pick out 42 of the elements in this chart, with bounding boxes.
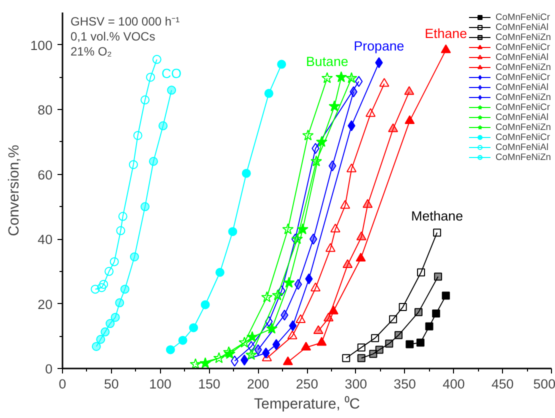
legend-label: CoMnFeNiCr bbox=[496, 72, 550, 82]
y-axis-title: Conversion,% bbox=[6, 144, 22, 236]
legend-label: CoMnFeNiCr bbox=[496, 132, 550, 142]
legend-label: CoMnFeNiCr bbox=[496, 102, 550, 112]
legend-label: CoMnFeNiZn bbox=[496, 152, 551, 162]
legend-label: CoMnFeNiCr bbox=[496, 42, 550, 52]
annotation: 21% O₂ bbox=[70, 44, 112, 58]
x-tick-label: 150 bbox=[198, 376, 220, 392]
legend-label: CoMnFeNiZn bbox=[496, 92, 551, 102]
x-tick-label: 200 bbox=[246, 376, 270, 392]
annotation: CO bbox=[162, 66, 182, 82]
x-axis-title: Temperature, ⁰C bbox=[254, 396, 360, 412]
annotation: GHSV = 100 000 h⁻¹ bbox=[70, 14, 180, 28]
annotation: Methane bbox=[411, 208, 464, 224]
x-tick-label: 400 bbox=[442, 376, 465, 392]
legend-label: CoMnFeNiAl bbox=[496, 112, 548, 122]
legend-label: CoMnFeNiAl bbox=[496, 142, 548, 152]
x-tick-label: 300 bbox=[344, 376, 368, 392]
legend-label: CoMnFeNiCr bbox=[496, 12, 550, 22]
annotation: Ethane bbox=[424, 26, 468, 42]
legend-label: CoMnFeNiAl bbox=[496, 82, 548, 92]
y-tick-label: 100 bbox=[30, 38, 53, 53]
annotation: Propane bbox=[354, 38, 404, 54]
y-tick-label: 60 bbox=[38, 167, 53, 182]
x-tick-label: 350 bbox=[394, 376, 416, 392]
y-tick-label: 80 bbox=[38, 102, 53, 118]
x-tick-label: 250 bbox=[296, 376, 318, 392]
annotation: Butane bbox=[306, 54, 348, 70]
x-tick-label: 0 bbox=[58, 376, 66, 392]
y-tick-label: 0 bbox=[45, 362, 53, 376]
x-tick-label: 100 bbox=[149, 376, 172, 392]
legend-label: CoMnFeNiZn bbox=[496, 122, 551, 132]
legend-label: CoMnFeNiAl bbox=[496, 22, 548, 32]
x-tick-label: 50 bbox=[104, 376, 119, 392]
annotation: 0,1 vol.% VOCs bbox=[70, 30, 156, 44]
y-tick-label: 20 bbox=[38, 296, 53, 312]
x-tick-label: 450 bbox=[491, 376, 514, 392]
legend-label: CoMnFeNiAl bbox=[496, 52, 548, 62]
legend-label: CoMnFeNiZn bbox=[496, 62, 551, 72]
x-tick-label: 500 bbox=[533, 376, 555, 392]
legend-label: CoMnFeNiZn bbox=[496, 32, 551, 42]
y-tick-label: 40 bbox=[38, 232, 53, 248]
